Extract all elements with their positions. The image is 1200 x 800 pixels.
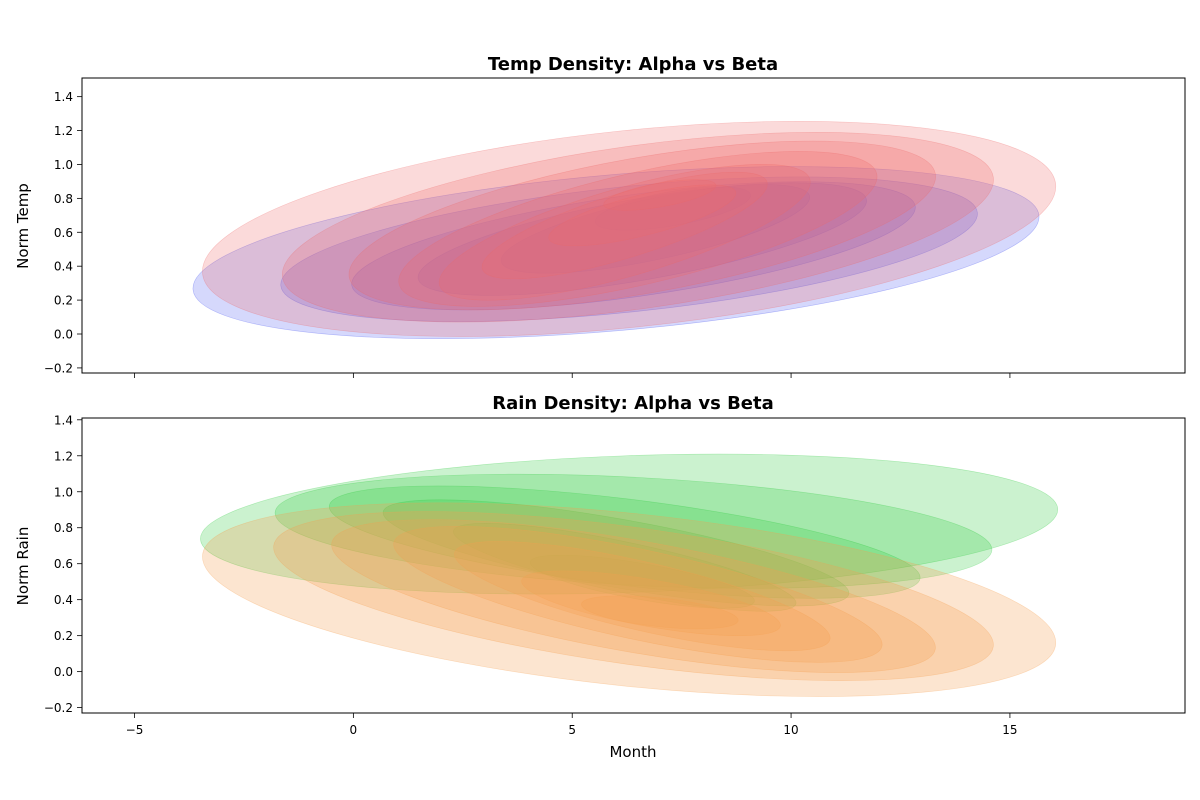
rain-ytick-label: 1.2 [54, 449, 73, 463]
rain-ytick-label: 1.4 [54, 413, 73, 427]
temp-ytick-label: 1.2 [54, 124, 73, 138]
temp-axes-frame [81, 77, 1186, 374]
rain-ytick-label: 0.6 [54, 557, 73, 571]
rain-series-1-density-level-0 [202, 502, 1057, 697]
temp-series-1-density-level-0 [202, 121, 1057, 337]
rain-xtick-label: 10 [783, 723, 798, 737]
temp-series-0-density-level-0 [192, 166, 1040, 339]
temp-series-1-density-level-2 [348, 140, 936, 311]
rain-series-0-density-level-2 [328, 485, 921, 599]
temp-ytick-label: 0.0 [54, 328, 73, 342]
temp-ytick-label: −0.2 [44, 361, 73, 375]
temp-series-0-density-level-5 [594, 186, 751, 231]
temp-ylabel: Norm Temp [14, 183, 32, 269]
rain-y-ticks: −0.2 0.0 0.2 0.4 0.6 0.8 1.0 1.2 1.4 [44, 413, 82, 715]
rain-ylabel: Norm Rain [14, 527, 32, 606]
temp-series-1-density-level-3 [398, 151, 878, 307]
rain-series-1-density-level-1 [273, 511, 994, 681]
rain-plot-area [200, 453, 1059, 697]
rain-series-0-density-level-4 [453, 523, 797, 612]
rain-xtick-label: 0 [350, 723, 358, 737]
temp-series-1-density-level-4 [438, 164, 811, 301]
rain-panel: Rain Density: Alpha vs Beta Norm Rain Mo… [14, 393, 1186, 761]
temp-series-1-density-level-6 [548, 184, 737, 247]
temp-series-1-density-level-7 [603, 179, 717, 211]
rain-ytick-label: 1.0 [54, 485, 73, 499]
temp-y-ticks: −0.2 0.0 0.2 0.4 0.6 0.8 1.0 1.2 1.4 [44, 90, 82, 375]
rain-ytick-label: −0.2 [44, 701, 73, 715]
rain-ytick-label: 0.4 [54, 593, 73, 607]
rain-series-1-density-level-6 [581, 595, 739, 630]
temp-series-0-density-level-2 [351, 181, 916, 311]
temp-title: Temp Density: Alpha vs Beta [488, 54, 778, 75]
temp-series-1-density-level-1 [282, 132, 994, 323]
rain-xtick-label: 15 [1002, 723, 1017, 737]
rain-xtick-label: 5 [568, 723, 576, 737]
rain-series-0-density-level-1 [274, 473, 993, 589]
temp-series-1-density-level-5 [481, 171, 768, 280]
rain-x-ticks: −5 0 5 10 15 [126, 713, 1018, 737]
temp-ytick-label: 0.8 [54, 192, 73, 206]
temp-x-ticks [134, 373, 1011, 378]
temp-ytick-label: 1.0 [54, 158, 73, 172]
temp-series-0-density-level-3 [417, 182, 867, 296]
rain-series-1-density-level-2 [331, 519, 936, 673]
temp-ytick-label: 0.2 [54, 294, 73, 308]
rain-series-0-density-level-5 [529, 554, 755, 609]
temp-series-0-density-level-1 [280, 176, 978, 322]
rain-ytick-label: 0.8 [54, 521, 73, 535]
temp-panel: Temp Density: Alpha vs Beta Norm Temp −0… [14, 54, 1186, 378]
temp-ytick-label: 0.4 [54, 260, 73, 274]
temp-ytick-label: 0.6 [54, 226, 73, 240]
rain-series-1-density-level-5 [521, 570, 781, 637]
month-xlabel: Month [609, 743, 656, 761]
rain-title: Rain Density: Alpha vs Beta [492, 393, 774, 414]
temp-ytick-label: 1.4 [54, 90, 73, 104]
rain-xtick-label: −5 [126, 723, 144, 737]
rain-axes-frame [81, 417, 1186, 714]
rain-series-0-density-level-0 [200, 453, 1059, 595]
rain-ytick-label: 0.2 [54, 629, 73, 643]
temp-plot-area [192, 121, 1057, 339]
temp-series-0-density-level-4 [500, 184, 810, 274]
rain-series-1-density-level-3 [393, 525, 883, 663]
rain-series-1-density-level-4 [454, 541, 831, 652]
rain-ytick-label: 0.0 [54, 665, 73, 679]
rain-series-0-density-level-3 [382, 499, 850, 607]
